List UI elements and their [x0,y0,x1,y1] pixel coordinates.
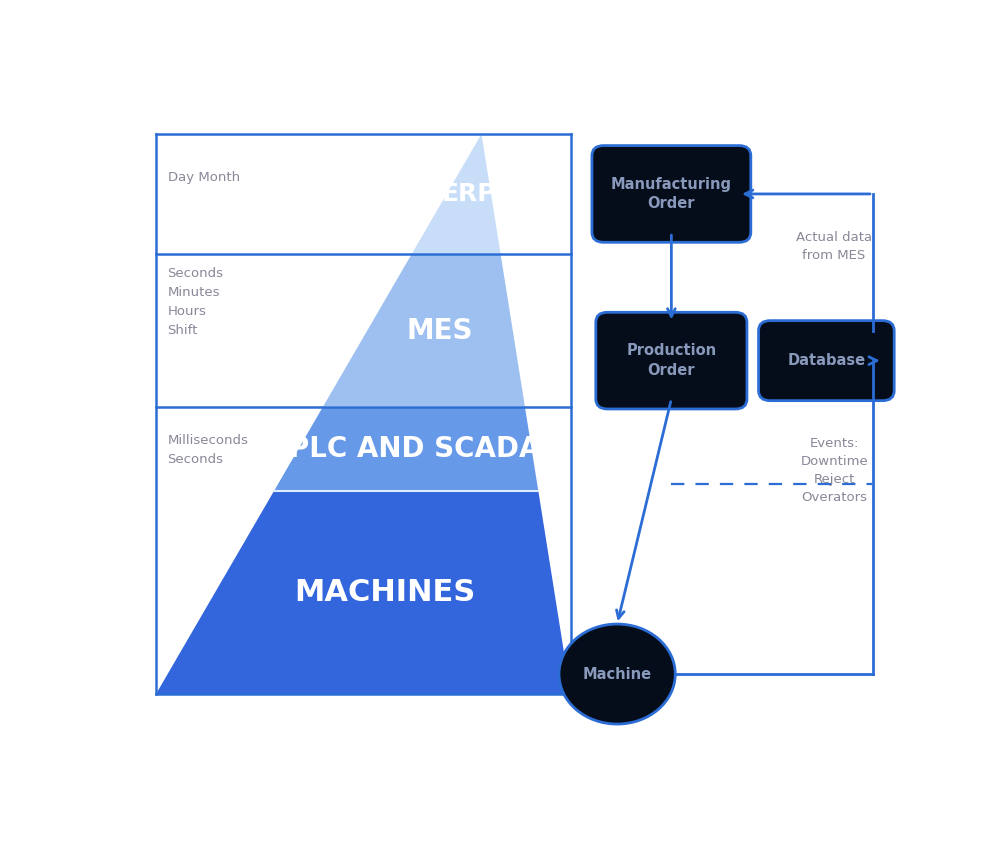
Text: Milliseconds
Seconds: Milliseconds Seconds [168,434,248,466]
Polygon shape [274,407,538,491]
Text: PLC AND SCADA: PLC AND SCADA [289,435,541,463]
Text: Production
Order: Production Order [626,343,716,378]
Text: Manufacturing
Order: Manufacturing Order [611,177,732,211]
Text: Machine: Machine [583,667,652,682]
FancyBboxPatch shape [596,313,747,409]
FancyBboxPatch shape [759,320,894,401]
Text: MES: MES [407,317,473,345]
Text: Database: Database [787,353,865,368]
Text: Events:
Downtime
Reject
Overators: Events: Downtime Reject Overators [800,437,868,504]
Polygon shape [412,134,501,254]
Polygon shape [156,491,571,694]
Text: ERP: ERP [442,182,496,206]
FancyBboxPatch shape [592,145,751,242]
Text: Seconds
Minutes
Hours
Shift: Seconds Minutes Hours Shift [168,268,224,337]
Text: Actual data
from MES: Actual data from MES [796,230,872,262]
Polygon shape [323,254,525,407]
Text: MACHINES: MACHINES [294,578,475,607]
Text: Day Month: Day Month [168,171,240,184]
Circle shape [559,624,675,724]
